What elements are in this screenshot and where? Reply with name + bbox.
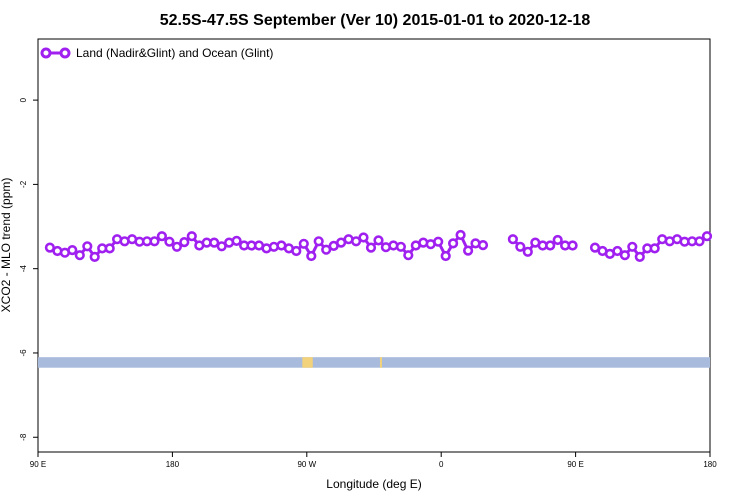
data-point [209, 237, 220, 248]
y-axis: 0 -2 -4 -6 -8 [19, 97, 38, 441]
data-point [545, 240, 556, 251]
data-point [619, 250, 631, 261]
data-point [171, 241, 182, 252]
data-point [515, 241, 526, 252]
plot-frame [37, 38, 711, 453]
x-tick-label: 0 [439, 460, 444, 469]
data-point [216, 241, 227, 252]
data-point [351, 236, 362, 247]
x-tick-label: 180 [703, 460, 717, 469]
legend-marker-left [40, 47, 52, 59]
data-point [321, 244, 332, 255]
x-axis-label: Longitude (deg E) [326, 477, 421, 491]
land-segment [302, 357, 313, 368]
data-point [649, 243, 660, 254]
data-point [395, 241, 407, 252]
data-point [313, 236, 324, 247]
series-layer [44, 229, 713, 262]
plot-area [37, 38, 711, 453]
data-point [74, 250, 85, 261]
data-point [627, 241, 638, 252]
data-point [552, 234, 563, 246]
data-point [358, 232, 369, 243]
data-point [231, 235, 242, 246]
data-point [522, 246, 533, 257]
data-point [634, 251, 645, 262]
data-point [82, 241, 93, 252]
surface-band [38, 357, 710, 368]
y-tick-label: -8 [19, 433, 28, 441]
data-point [149, 236, 160, 247]
chart-title: 52.5S-47.5S September (Ver 10) 2015-01-0… [160, 12, 591, 29]
ocean-band [38, 357, 710, 368]
data-point [291, 245, 302, 257]
data-point [455, 229, 466, 241]
y-tick-label: -2 [19, 180, 28, 188]
x-tick-label: 180 [166, 460, 180, 469]
x-axis: 90 E 180 90 W 0 90 E 180 [30, 452, 717, 469]
data-point [164, 236, 175, 247]
data-point [373, 235, 384, 246]
data-point [298, 238, 309, 249]
data-point [433, 236, 444, 247]
legend-label: Land (Nadir&Glint) and Ocean (Glint) [76, 46, 273, 60]
data-point [463, 245, 474, 256]
data-point [612, 245, 623, 257]
data-point [440, 250, 451, 262]
x-tick-label: 90 E [30, 460, 46, 469]
data-point [156, 231, 167, 242]
y-tick-label: 0 [19, 97, 28, 102]
legend: Land (Nadir&Glint) and Ocean (Glint) [40, 46, 273, 60]
data-point [89, 251, 100, 262]
data-point [186, 231, 197, 242]
data-point [567, 240, 578, 251]
data-point [694, 236, 705, 247]
x-tick-label: 90 W [297, 460, 316, 469]
data-point [365, 242, 377, 253]
y-axis-label: XCO2 - MLO trend (ppm) [0, 178, 13, 313]
data-point [701, 231, 713, 242]
data-point [448, 238, 459, 249]
data-point [179, 237, 190, 248]
data-point [67, 245, 78, 256]
y-tick-label: -4 [19, 265, 28, 273]
x-tick-label: 90 E [567, 460, 583, 469]
data-point [477, 240, 489, 251]
data-point [306, 250, 317, 262]
legend-marker-right [59, 47, 71, 59]
y-tick-label: -6 [19, 349, 28, 357]
data-point [507, 234, 519, 245]
land-segment [379, 357, 382, 368]
data-point [403, 250, 414, 261]
data-point [104, 243, 115, 254]
